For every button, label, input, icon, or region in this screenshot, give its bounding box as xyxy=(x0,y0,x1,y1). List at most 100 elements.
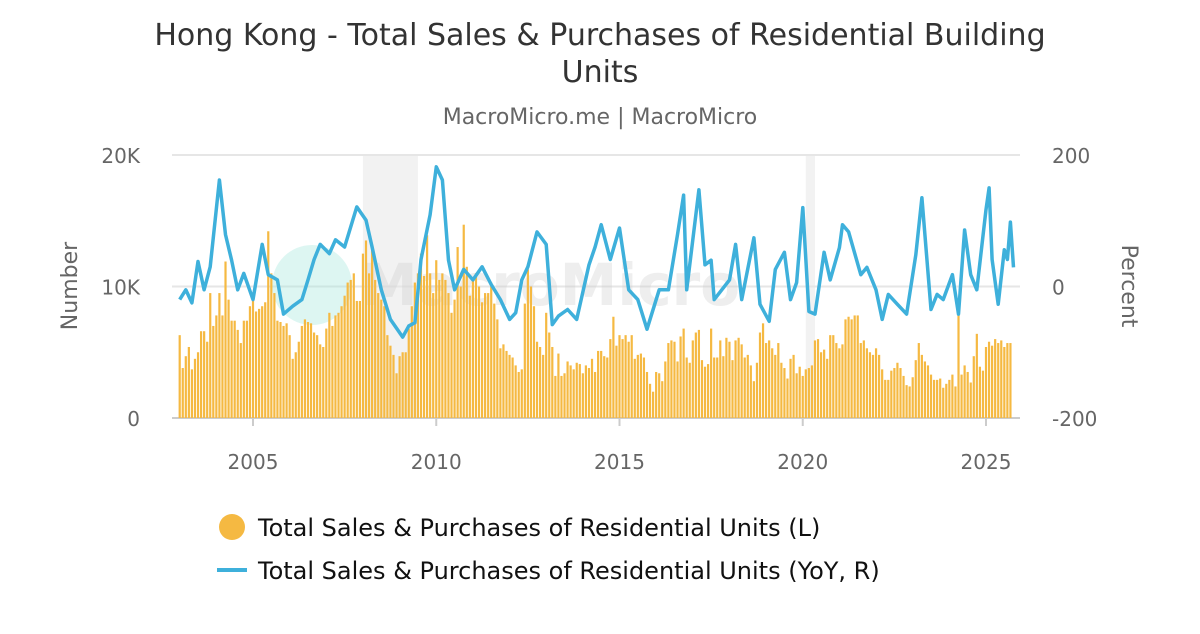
bar xyxy=(422,275,426,418)
bar xyxy=(609,339,612,418)
bar xyxy=(926,365,930,418)
bar xyxy=(435,260,438,418)
bar xyxy=(545,312,548,418)
bar xyxy=(642,357,646,418)
bar xyxy=(264,302,267,418)
bar xyxy=(856,315,859,418)
bar xyxy=(453,299,456,418)
bar xyxy=(490,282,493,418)
bar xyxy=(196,352,200,418)
bar xyxy=(755,362,759,418)
bar xyxy=(254,311,258,418)
bar xyxy=(664,361,667,418)
chart-title-line2: Units xyxy=(562,55,639,90)
bar xyxy=(914,360,917,418)
bar xyxy=(997,343,1000,418)
bar xyxy=(456,247,459,418)
bar xyxy=(374,279,377,418)
bar xyxy=(936,379,939,418)
bar xyxy=(615,345,618,418)
bar xyxy=(459,286,462,418)
bar xyxy=(734,340,737,418)
bar xyxy=(740,344,743,418)
bar xyxy=(670,340,673,418)
legend-item-bars[interactable]: Total Sales & Purchases of Residential U… xyxy=(219,514,820,542)
line-series xyxy=(178,165,1016,339)
bar xyxy=(261,306,264,418)
y-tick-right: -200 xyxy=(1052,407,1097,431)
bar xyxy=(419,253,423,418)
bar xyxy=(923,361,927,418)
bar xyxy=(474,273,478,418)
legend-item-line[interactable]: Total Sales & Purchases of Residential U… xyxy=(217,557,880,585)
bar xyxy=(187,346,190,418)
bar xyxy=(621,339,624,418)
bar xyxy=(694,332,697,418)
bar xyxy=(386,335,389,418)
bar xyxy=(334,315,337,418)
x-tick: 2010 xyxy=(411,450,462,474)
bar xyxy=(517,371,520,418)
bar xyxy=(288,335,291,418)
bar xyxy=(710,328,713,418)
bar xyxy=(719,340,722,418)
bar xyxy=(462,224,465,418)
bar xyxy=(954,386,957,418)
bar-series xyxy=(178,224,1012,418)
bar xyxy=(392,354,395,418)
bar xyxy=(322,346,325,418)
bar xyxy=(899,368,902,418)
bar xyxy=(612,316,615,418)
bar xyxy=(697,329,701,418)
bar xyxy=(218,293,221,418)
bar xyxy=(847,316,850,418)
bar xyxy=(639,353,642,418)
bar xyxy=(630,335,633,418)
bar xyxy=(651,391,655,418)
bar xyxy=(212,325,215,418)
bar xyxy=(865,348,868,418)
bar xyxy=(551,346,554,418)
bar xyxy=(972,356,975,418)
bar xyxy=(801,375,804,418)
x-tick: 2005 xyxy=(228,450,279,474)
bar xyxy=(566,361,569,418)
bar xyxy=(810,365,814,418)
bar xyxy=(349,279,352,418)
bar xyxy=(1009,343,1012,418)
bar xyxy=(291,358,294,418)
bar xyxy=(331,325,334,418)
bar xyxy=(447,293,450,418)
bar xyxy=(932,379,936,418)
bar xyxy=(346,282,349,418)
bar xyxy=(355,300,358,418)
x-tick: 2015 xyxy=(594,450,645,474)
bar xyxy=(731,360,734,418)
bar xyxy=(242,320,245,418)
bar xyxy=(285,323,288,418)
bar xyxy=(535,341,539,418)
bar xyxy=(951,374,954,418)
bar xyxy=(758,332,762,418)
bar xyxy=(780,362,783,418)
bar xyxy=(206,341,209,418)
x-tick: 2020 xyxy=(777,450,828,474)
bar xyxy=(890,370,893,418)
bar xyxy=(230,320,233,418)
bar xyxy=(984,346,988,418)
bar xyxy=(673,341,676,418)
bar xyxy=(987,341,991,418)
bar xyxy=(981,370,985,418)
bar xyxy=(658,373,661,418)
bar xyxy=(538,346,542,418)
bar xyxy=(401,352,404,418)
bar xyxy=(471,279,474,418)
bar xyxy=(807,368,810,418)
y-tick-right: 200 xyxy=(1052,144,1090,168)
bar xyxy=(578,364,581,418)
bar xyxy=(1006,343,1009,418)
bar xyxy=(248,306,252,418)
bar xyxy=(829,335,832,418)
bar xyxy=(832,335,835,418)
